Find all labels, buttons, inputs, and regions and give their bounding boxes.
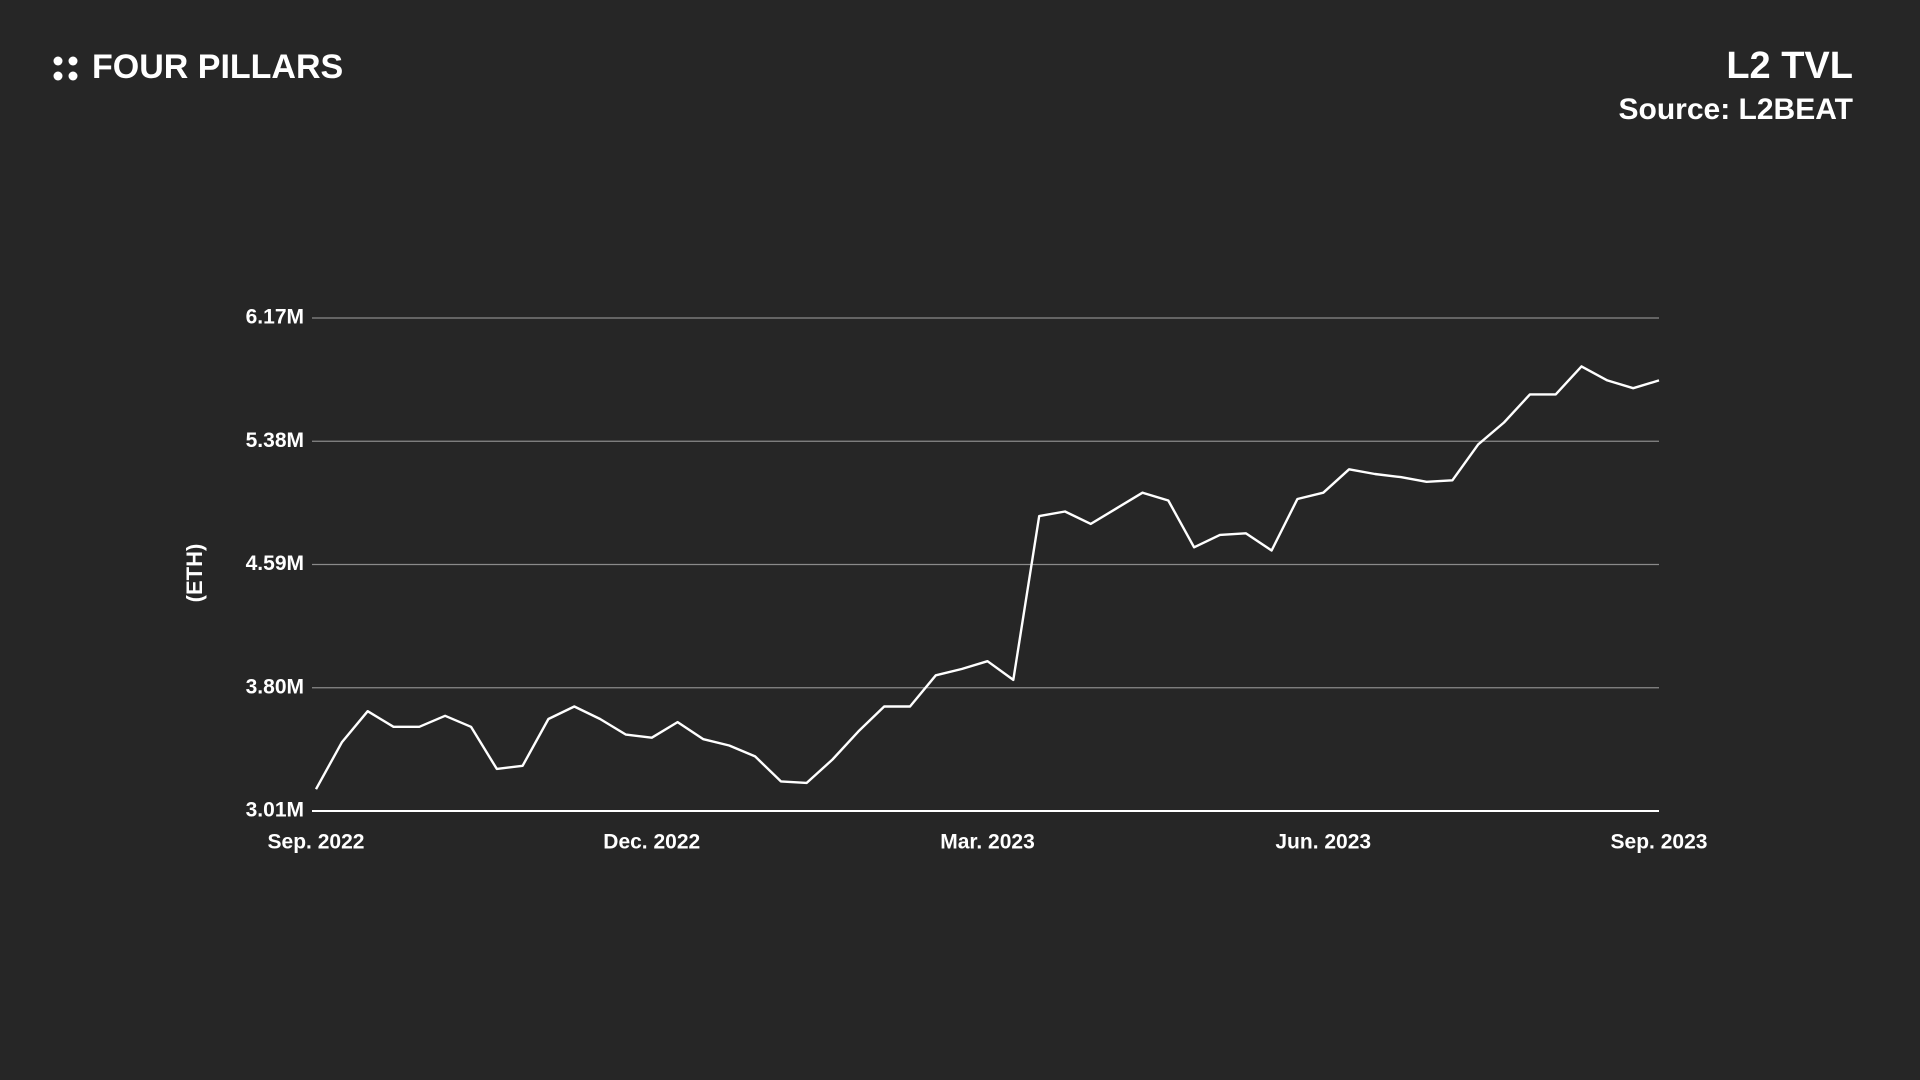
y-tick-label: 4.59M [246,552,304,575]
data-line [314,365,1660,790]
y-axis-label: (ETH) [182,544,207,603]
brand: FOUR PILLARS [92,48,343,86]
x-tick-label: Mar. 2023 [940,831,1035,854]
x-tick-label: Sep. 2023 [1611,831,1708,854]
y-tick-label: 3.80M [246,675,304,698]
chart-subtitle: Source: L2BEAT [1619,93,1853,126]
logo-icon [53,56,78,81]
chart-title: L2 TVL [1726,45,1853,87]
y-tick-label: 5.38M [246,429,304,452]
y-tick-label: 3.01M [246,799,304,822]
y-tick-label: 6.17M [246,306,304,329]
x-tick-label: Dec. 2022 [603,831,700,854]
x-tick-label: Sep. 2022 [268,831,365,854]
x-tick-label: Jun. 2023 [1275,831,1371,854]
